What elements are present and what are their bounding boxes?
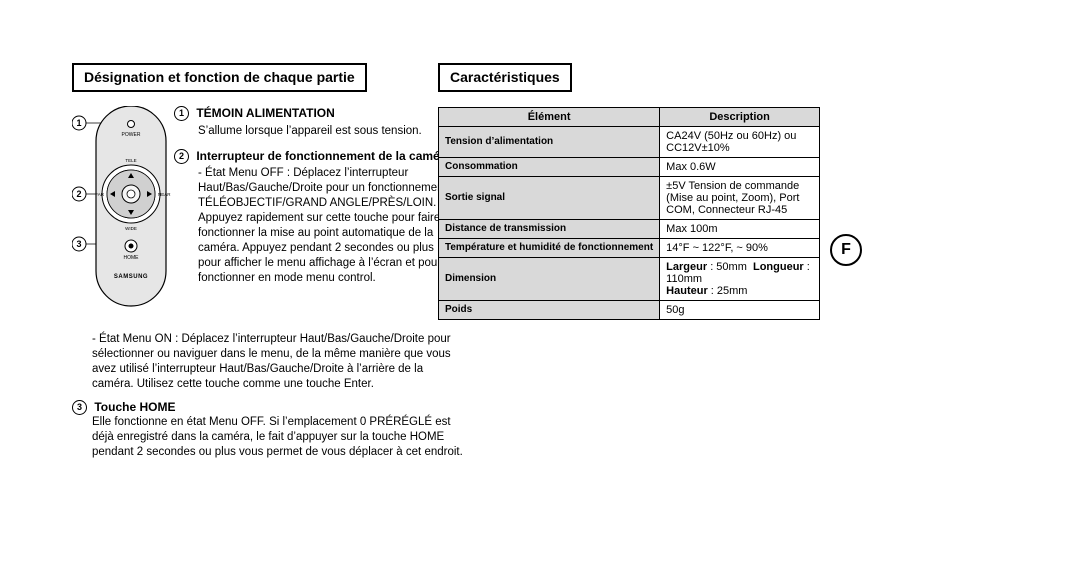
remote-tele-label: TELE bbox=[125, 158, 136, 163]
remote-illustration: 1 2 3 POWER bbox=[72, 106, 172, 321]
spec-row-key: Poids bbox=[439, 300, 660, 319]
item2-body-b: - État Menu ON : Déplacez l’interrupteur… bbox=[72, 332, 467, 392]
remote-power-label: POWER bbox=[122, 132, 141, 138]
spec-row-value: Largeur : 50mm Longueur : 110mmHauteur :… bbox=[660, 257, 820, 300]
spec-row-value: 50g bbox=[660, 300, 820, 319]
remote-wide-label: WIDE bbox=[125, 226, 137, 231]
item1-heading: 1 TÉMOIN ALIMENTATION bbox=[174, 106, 456, 122]
spec-row-key: Tension d’alimentation bbox=[439, 126, 660, 157]
callout-1: 1 bbox=[76, 118, 81, 128]
table-row: Sortie signal±5V Tension de commande (Mi… bbox=[439, 176, 820, 219]
item3-heading: 3 Touche HOME bbox=[72, 400, 467, 416]
spec-row-value: 14°F ~ 122°F, ~ 90% bbox=[660, 238, 820, 257]
spec-head-element: Élément bbox=[439, 107, 660, 126]
item3-heading-text: Touche HOME bbox=[94, 400, 175, 414]
table-row: Distance de transmissionMax 100m bbox=[439, 219, 820, 238]
callout-3: 3 bbox=[76, 239, 81, 249]
item3-body: Elle fonctionne en état Menu OFF. Si l’e… bbox=[72, 415, 467, 460]
spec-row-key: Température et humidité de fonctionnemen… bbox=[439, 238, 660, 257]
spec-row-key: Dimension bbox=[439, 257, 660, 300]
spec-row-value: Max 0.6W bbox=[660, 157, 820, 176]
spec-row-key: Sortie signal bbox=[439, 176, 660, 219]
item2-number: 2 bbox=[174, 149, 189, 164]
right-section-title: Caractéristiques bbox=[438, 63, 572, 92]
spec-row-value: ±5V Tension de commande (Mise au point, … bbox=[660, 176, 820, 219]
spec-row-value: CA24V (50Hz ou 60Hz) ou CC12V±10% bbox=[660, 126, 820, 157]
remote-brand: SAMSUNG bbox=[114, 274, 148, 280]
remote-home-label: HOME bbox=[124, 255, 140, 261]
callout-2: 2 bbox=[76, 189, 81, 199]
item1-number: 1 bbox=[174, 106, 189, 121]
spec-row-value: Max 100m bbox=[660, 219, 820, 238]
item2-heading: 2 Interrupteur de fonctionnement de la c… bbox=[174, 149, 456, 165]
remote-near-label: NEAR bbox=[158, 192, 171, 197]
spec-head-desc: Description bbox=[660, 107, 820, 126]
remote-far-label: FAR bbox=[95, 192, 105, 197]
spec-row-key: Distance de transmission bbox=[439, 219, 660, 238]
spec-table: Élément Description Tension d’alimentati… bbox=[438, 107, 820, 320]
item3-number: 3 bbox=[72, 400, 87, 415]
spec-row-key: Consommation bbox=[439, 157, 660, 176]
item2-heading-text: Interrupteur de fonctionnement de la cam… bbox=[196, 149, 451, 163]
item2-body-a: - État Menu OFF : Déplacez l’interrupteu… bbox=[174, 166, 456, 286]
table-row: Température et humidité de fonctionnemen… bbox=[439, 238, 820, 257]
table-row: DimensionLargeur : 50mm Longueur : 110mm… bbox=[439, 257, 820, 300]
left-section-title: Désignation et fonction de chaque partie bbox=[72, 63, 367, 92]
language-badge: F bbox=[830, 234, 862, 266]
item1-heading-a: TÉMOIN bbox=[196, 106, 243, 120]
item1-heading-b: ALIMENTATION bbox=[246, 106, 335, 120]
table-row: Poids50g bbox=[439, 300, 820, 319]
item1-body: S’allume lorsque l’appareil est sous ten… bbox=[174, 124, 456, 139]
table-row: ConsommationMax 0.6W bbox=[439, 157, 820, 176]
table-row: Tension d’alimentationCA24V (50Hz ou 60H… bbox=[439, 126, 820, 157]
